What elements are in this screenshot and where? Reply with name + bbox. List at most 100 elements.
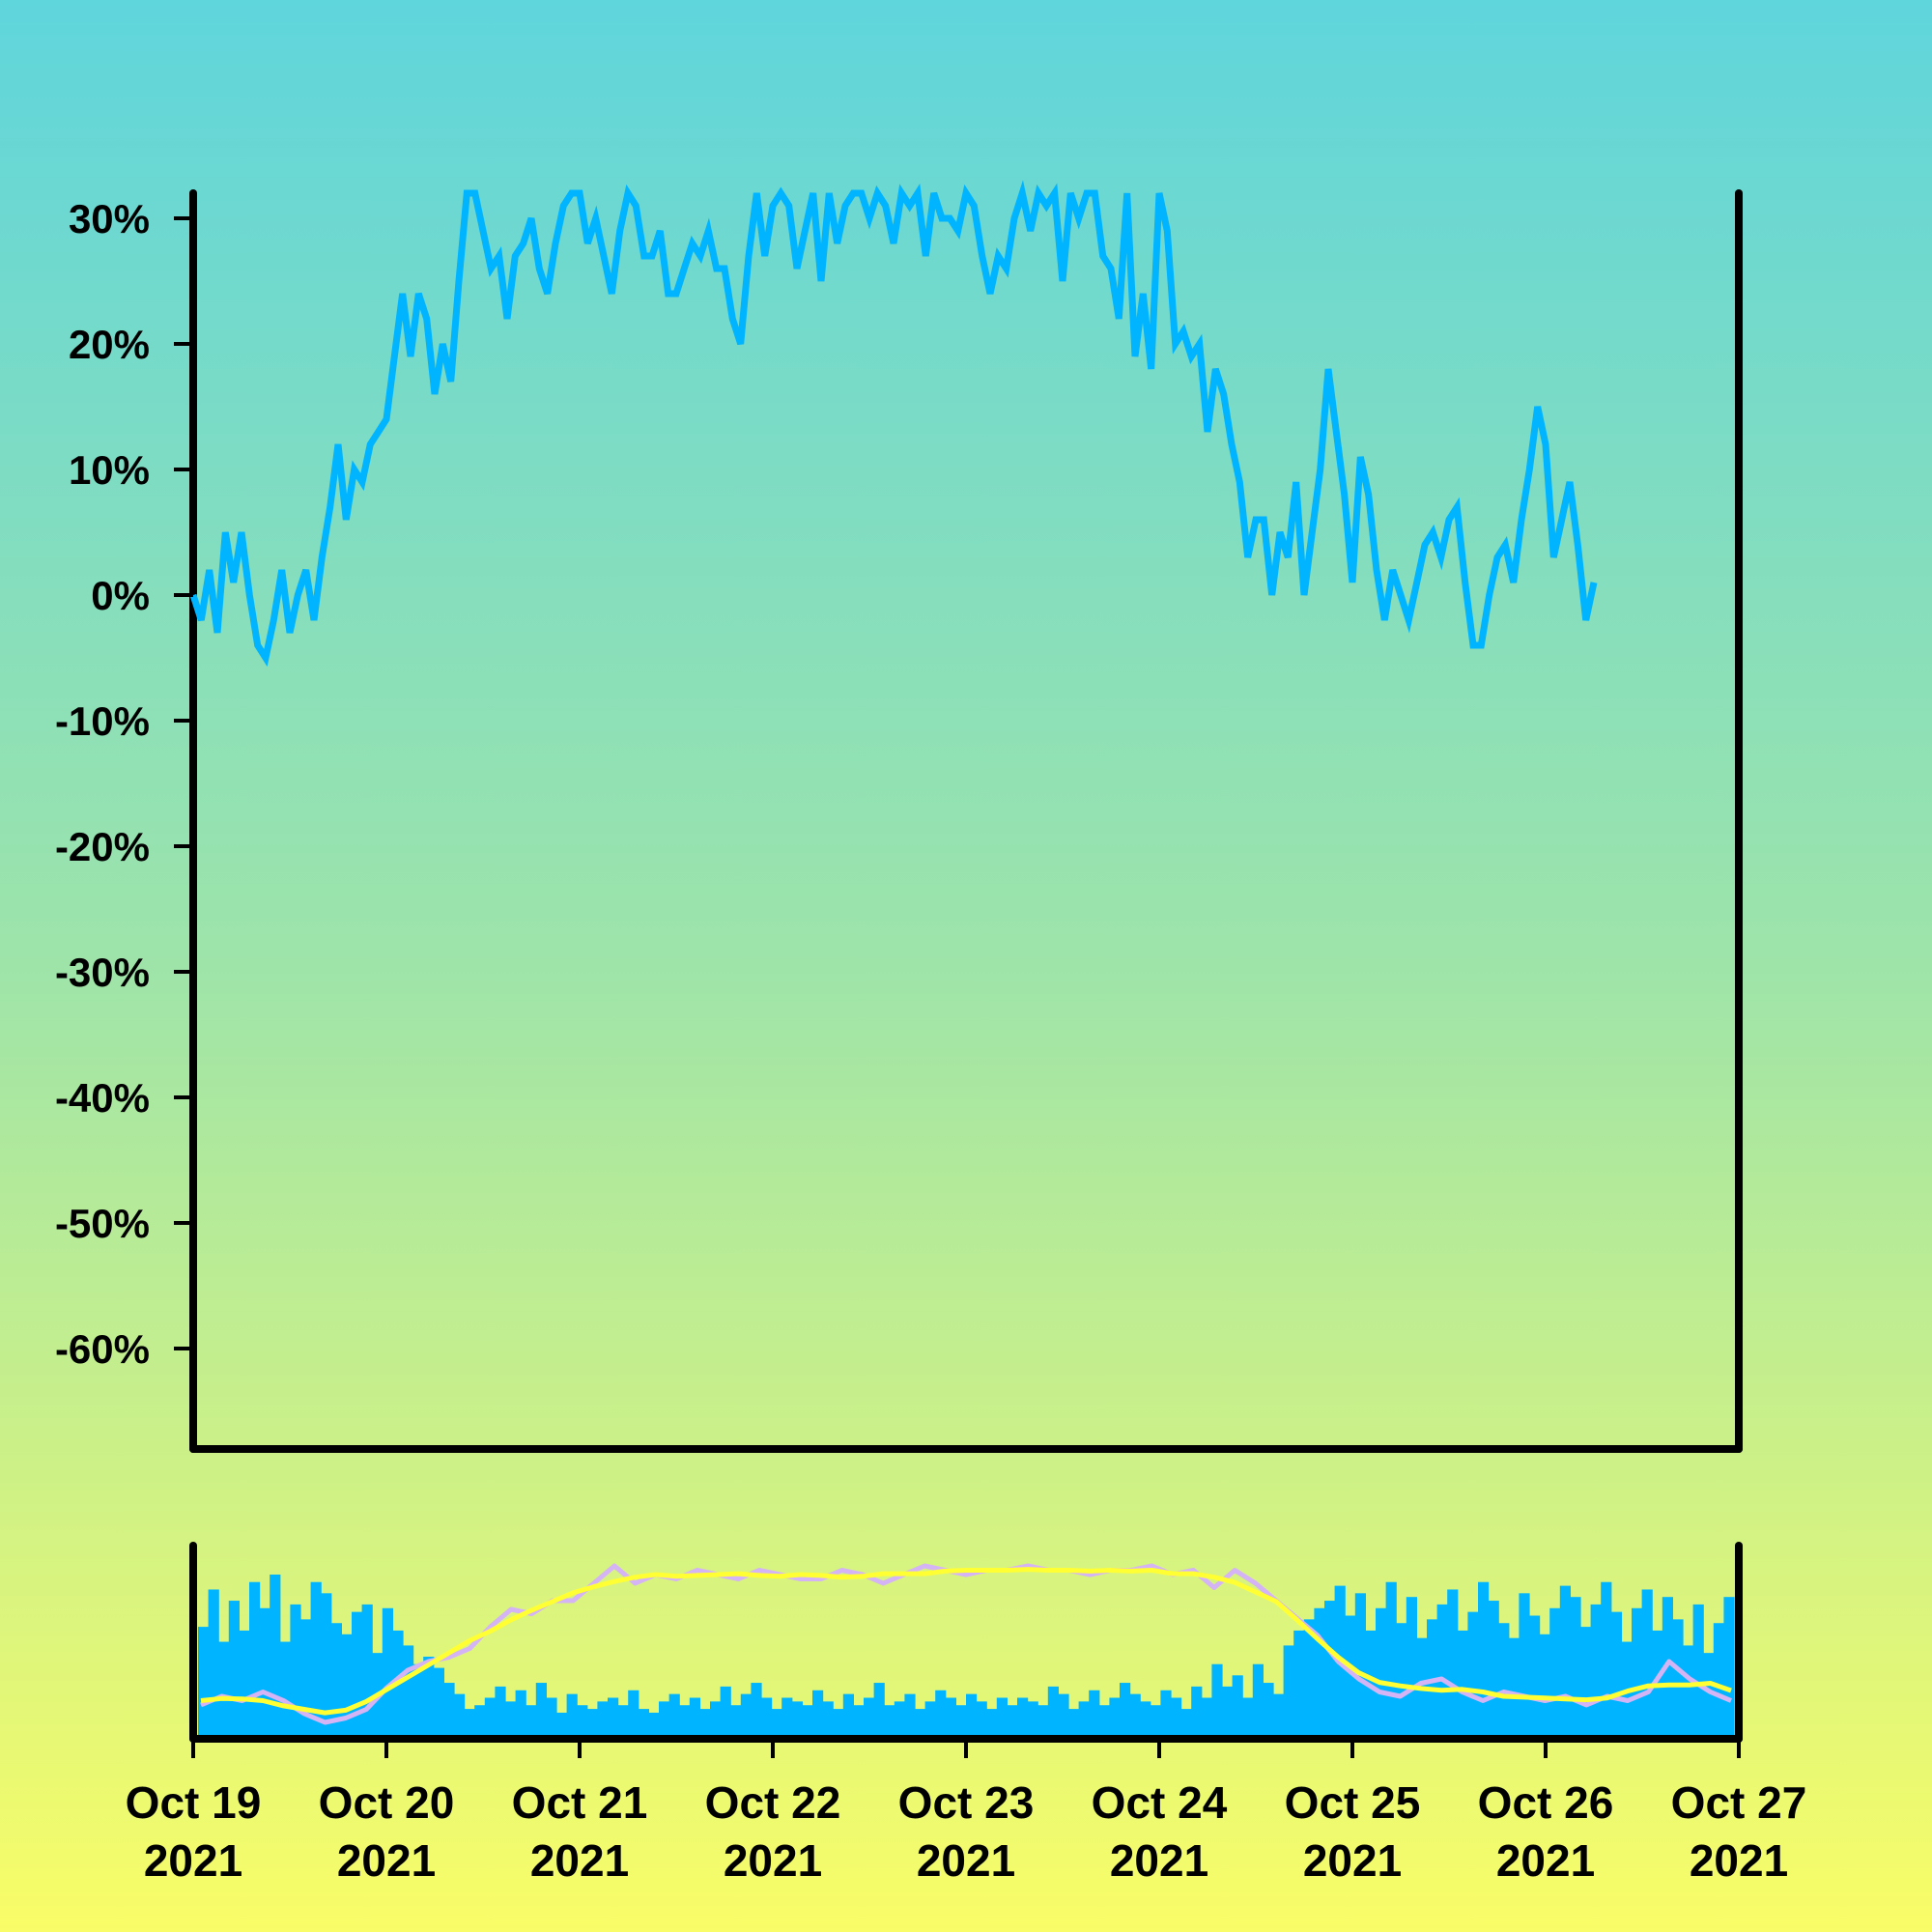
navigator-pane[interactable] xyxy=(189,1542,1743,1743)
y-tick-label: -40% xyxy=(55,1075,150,1121)
x-tick-label-date: Oct 24 xyxy=(1092,1777,1228,1828)
navigator-volume-bar xyxy=(546,1697,557,1739)
navigator-volume-bar xyxy=(228,1601,240,1739)
navigator-volume-bar xyxy=(577,1705,588,1739)
navigator-volume-bar xyxy=(873,1683,885,1739)
x-tick-label-year: 2021 xyxy=(1110,1835,1208,1886)
x-tick-label-year: 2021 xyxy=(1496,1835,1595,1886)
navigator-volume-bar xyxy=(1314,1607,1325,1739)
navigator-volume-bar xyxy=(1385,1581,1397,1739)
navigator-volume-bar xyxy=(208,1589,219,1739)
navigator-volume-bar xyxy=(720,1686,731,1739)
navigator-volume-bar xyxy=(515,1690,526,1739)
navigator-volume-bar xyxy=(1037,1705,1049,1739)
y-tick-label: 30% xyxy=(69,196,150,242)
navigator-volume-bar xyxy=(361,1604,373,1739)
navigator-volume-bar xyxy=(321,1593,332,1739)
navigator-volume-bar xyxy=(1191,1686,1203,1739)
navigator-volume-bar xyxy=(904,1693,916,1739)
navigator-volume-bar xyxy=(279,1641,291,1739)
navigator-volume-bar xyxy=(884,1705,895,1739)
navigator-volume-bar xyxy=(454,1693,466,1739)
navigator-volume-bar xyxy=(842,1693,854,1739)
navigator-volume-bar xyxy=(1140,1701,1151,1739)
navigator-volume-bar xyxy=(812,1690,824,1739)
navigator-volume-bar xyxy=(976,1701,987,1739)
navigator-volume-bar xyxy=(659,1701,670,1739)
navigator-volume-bar xyxy=(1590,1604,1602,1739)
navigator-volume-bar xyxy=(1303,1619,1315,1739)
navigator-volume-bar xyxy=(608,1697,619,1739)
navigator-volume-bar xyxy=(822,1701,834,1739)
navigator-volume-bar xyxy=(1047,1686,1059,1739)
navigator-volume-bar xyxy=(1058,1693,1069,1739)
navigator-volume-bar xyxy=(330,1623,342,1739)
x-tick-label-year: 2021 xyxy=(530,1835,629,1886)
navigator-volume-bar xyxy=(198,1627,210,1739)
navigator-volume-bar xyxy=(771,1709,782,1739)
navigator-volume-bar xyxy=(1273,1693,1285,1739)
navigator-volume-bar xyxy=(617,1705,629,1739)
navigator-volume-bar xyxy=(1007,1705,1018,1739)
navigator-volume-bar xyxy=(433,1667,444,1739)
navigator-volume-bar xyxy=(1129,1693,1141,1739)
navigator-volume-bar xyxy=(1570,1597,1581,1739)
navigator-volume-bar xyxy=(1252,1663,1264,1739)
navigator-volume-bar xyxy=(310,1581,322,1739)
navigator-volume-bar xyxy=(1610,1611,1622,1739)
navigator-volume-bar xyxy=(1713,1623,1724,1739)
x-tick-label-date: Oct 26 xyxy=(1478,1777,1614,1828)
navigator-volume-bar xyxy=(1068,1709,1080,1739)
navigator-volume-bar xyxy=(352,1611,363,1739)
navigator-volume-bar xyxy=(791,1701,803,1739)
navigator-volume-bar xyxy=(802,1705,813,1739)
navigator-volume-bar xyxy=(1457,1630,1468,1739)
navigator-volume-bar xyxy=(1283,1645,1294,1739)
navigator-volume-bar xyxy=(1723,1597,1735,1739)
y-tick-label: -10% xyxy=(55,698,150,744)
y-tick-label: 10% xyxy=(69,447,150,493)
navigator-volume-bar xyxy=(935,1690,947,1739)
y-tick-label: 0% xyxy=(91,573,150,618)
navigator-volume-bar xyxy=(833,1709,844,1739)
navigator-volume-bar xyxy=(495,1686,506,1739)
navigator-volume-bar xyxy=(1211,1663,1223,1739)
navigator-volume-bar xyxy=(1436,1604,1448,1739)
navigator-volume-bar xyxy=(1098,1705,1110,1739)
navigator-volume-bar xyxy=(894,1701,905,1739)
navigator-volume-bar xyxy=(1559,1585,1571,1739)
navigator-volume-bar xyxy=(443,1683,455,1739)
x-tick-label-year: 2021 xyxy=(917,1835,1015,1886)
navigator-volume-bar xyxy=(1293,1630,1305,1739)
navigator-volume-bar xyxy=(1150,1705,1161,1739)
x-tick-label-year: 2021 xyxy=(724,1835,822,1886)
x-tick-label-year: 2021 xyxy=(337,1835,436,1886)
navigator-volume-bar xyxy=(1601,1581,1612,1739)
navigator-volume-bar xyxy=(648,1712,660,1739)
navigator-volume-bar xyxy=(382,1607,393,1739)
x-tick-label-date: Oct 22 xyxy=(705,1777,841,1828)
navigator-volume-bar xyxy=(1672,1619,1684,1739)
navigator-volume-bar xyxy=(1017,1697,1029,1739)
navigator-volume-bar xyxy=(1580,1627,1592,1739)
navigator-volume-bar xyxy=(1345,1615,1356,1739)
navigator-volume-bar xyxy=(1467,1611,1479,1739)
navigator-volume-bar xyxy=(853,1705,865,1739)
navigator-smoothed-line xyxy=(200,1567,1732,1716)
navigator-volume-bar xyxy=(1171,1697,1182,1739)
navigator-volume-bar xyxy=(966,1693,978,1739)
navigator-volume-bar xyxy=(218,1641,230,1739)
navigator-volume-bar xyxy=(740,1693,752,1739)
navigator-volume-bar xyxy=(586,1709,598,1739)
navigator-volume-bar xyxy=(290,1604,301,1739)
navigator-volume-bar xyxy=(1222,1686,1234,1739)
navigator-volume-bar xyxy=(986,1709,998,1739)
y-tick-label: -50% xyxy=(55,1201,150,1246)
navigator-volume-bar xyxy=(1263,1683,1274,1739)
navigator-volume-bar xyxy=(1519,1593,1530,1739)
y-tick-label: -20% xyxy=(55,824,150,869)
x-axis: Oct 19 2021 Oct 20 2021 Oct 21 2021 Oct 22 2021… xyxy=(126,1739,1806,1886)
navigator-volume-bar xyxy=(924,1701,936,1739)
x-tick-label-date: Oct 21 xyxy=(512,1777,648,1828)
